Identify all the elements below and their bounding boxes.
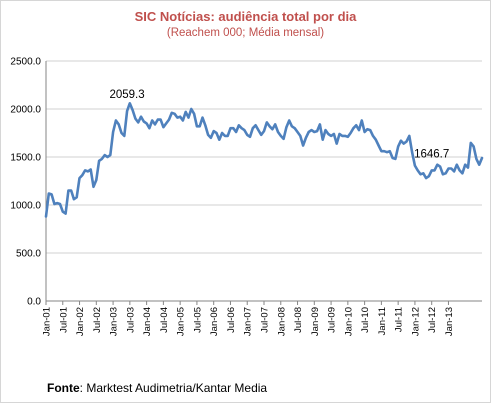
x-tick-label: Jan-05 [176,307,187,336]
source-note: Fonte: Marktest Audimetria/Kantar Media [47,381,267,395]
data-label: 2059.3 [109,89,144,101]
chart-subtitle: (Reachem 000; Média mensal) [166,27,325,39]
x-tick-label: Jan-08 [276,307,287,336]
axis-layer: 0.0 500.0 1000.0 1500.0 2000.0 2500.0 Jan-01 Ju… [10,57,482,336]
x-tick-label: Jul-01 [58,307,69,333]
y-tick-label: 0.0 [27,297,41,308]
x-tick-label: Jul-07 [260,307,271,333]
x-tick-label: Jan-01 [42,307,53,336]
x-tick-label: Jul-12 [427,307,438,333]
x-tick-label: Jan-07 [243,307,254,336]
x-tick-label: Jan-13 [444,307,455,336]
x-tick-label: Jan-12 [410,307,421,336]
x-tick-label: Jul-10 [360,307,371,333]
x-tick-label: Jul-09 [327,307,338,333]
x-tick-label: Jul-08 [293,307,304,333]
x-tick-label: Jul-02 [92,307,103,333]
y-tick-label: 1500.0 [10,153,41,164]
chart-title: SIC Notícias: audiência total por dia [134,9,357,24]
x-tick-label: Jan-03 [109,307,120,336]
series-layer [44,102,484,218]
source-text: : Marktest Audimetria/Kantar Media [79,381,268,395]
series-line [44,102,484,218]
label-layer: 2059.3 1646.7 [109,89,449,161]
x-tick-label: Jan-09 [310,307,321,336]
source-prefix: Fonte [47,381,80,395]
y-tick-label: 1000.0 [10,201,41,212]
x-tick-label: Jul-06 [226,307,237,333]
x-tick-label: Jul-04 [159,307,170,333]
y-tick-label: 2500.0 [10,57,41,68]
x-tick-label: Jan-11 [377,307,388,335]
x-tick-label: Jan-04 [142,307,153,336]
x-tick-label: Jul-05 [192,307,203,333]
grid-layer [46,60,482,254]
x-tick-label: Jan-02 [75,307,86,336]
data-label: 1646.7 [414,148,449,160]
y-tick-label: 500.0 [16,249,41,260]
x-tick-label: Jul-03 [125,307,136,333]
x-tick-label: Jul-11 [394,307,405,332]
y-tick-label: 2000.0 [10,105,41,116]
x-tick-label: Jan-06 [209,307,220,336]
x-tick-label: Jan-10 [343,307,354,336]
